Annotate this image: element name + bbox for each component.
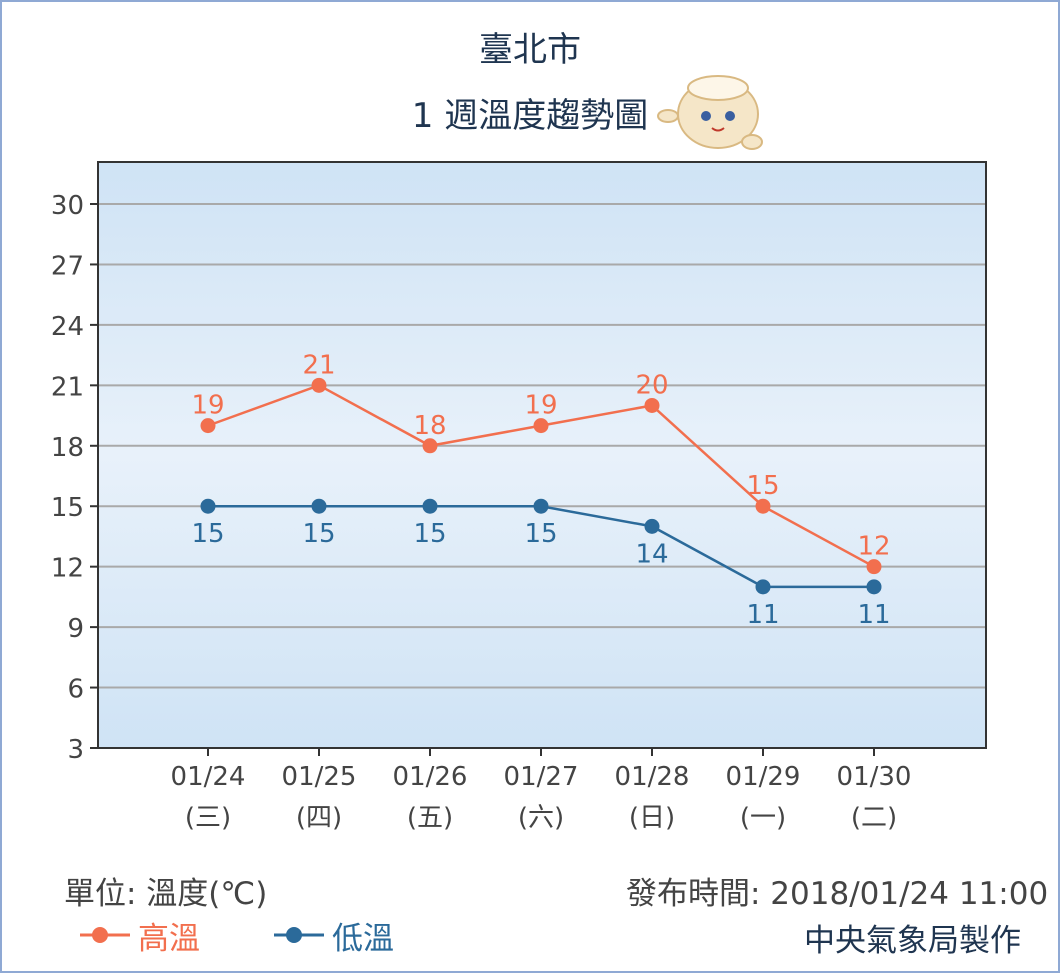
data-label-low: 15 (191, 519, 224, 549)
legend-low-marker-icon (274, 927, 324, 943)
data-label-high: 12 (857, 532, 890, 562)
x-tick-label: 01/26 (393, 762, 468, 792)
y-tick-label: 15 (51, 493, 84, 523)
data-point-low (866, 579, 882, 595)
x-weekday-label: (六) (518, 803, 564, 833)
x-tick-label: 01/27 (504, 762, 579, 792)
chart-title: 臺北市 (479, 30, 581, 70)
y-tick-label: 24 (51, 312, 84, 342)
x-weekday-label: (五) (407, 803, 453, 833)
data-point-high (200, 418, 216, 434)
legend-high-label: 高溫 (138, 920, 200, 957)
x-tick-label: 01/28 (615, 762, 690, 792)
data-label-high: 19 (191, 391, 224, 421)
legend-high-marker-icon (80, 927, 130, 943)
y-tick-label: 12 (51, 554, 84, 584)
data-label-low: 11 (857, 600, 890, 630)
data-label-low: 15 (413, 519, 446, 549)
legend-item-high: 高溫 (78, 914, 200, 957)
y-tick-label: 3 (67, 735, 84, 765)
data-point-high (866, 559, 882, 575)
data-point-low (422, 498, 438, 514)
data-label-low: 15 (524, 519, 557, 549)
temperature-chart: 3 6 9 12 15 18 21 24 27 30 01/24 (三) 01/25 (四) 01/26 (五… (51, 161, 987, 833)
x-weekday-label: (一) (740, 803, 786, 833)
unit-label: 單位: 溫度(℃) (64, 876, 268, 912)
legend-item-low: 低溫 (272, 914, 394, 957)
y-tick-label: 27 (51, 251, 84, 281)
y-tick-label: 30 (51, 191, 84, 221)
y-tick-label: 9 (67, 614, 84, 644)
data-point-low (311, 498, 327, 514)
data-label-low: 11 (746, 600, 779, 630)
data-point-high (311, 377, 327, 393)
x-tick-label: 01/30 (837, 762, 912, 792)
data-point-high (644, 397, 660, 413)
data-point-low (533, 498, 549, 514)
plot-border (97, 161, 987, 749)
data-label-high: 20 (635, 370, 668, 400)
x-weekday-label: (日) (629, 803, 675, 833)
data-label-low: 15 (302, 519, 335, 549)
x-tick-label: 01/24 (171, 762, 246, 792)
data-label-high: 15 (746, 471, 779, 501)
x-weekday-label: (三) (185, 803, 231, 833)
x-weekday-label: (二) (851, 803, 897, 833)
x-weekday-label: (四) (296, 803, 342, 833)
published-time: 發布時間: 2018/01/24 11:00 (626, 876, 1049, 912)
data-label-low: 14 (635, 539, 668, 569)
data-point-low (644, 518, 660, 534)
y-tick-label: 21 (51, 372, 84, 402)
data-point-low (755, 579, 771, 595)
mascot-icon (657, 75, 763, 150)
data-point-high (755, 498, 771, 514)
y-tick-label: 18 (51, 433, 84, 463)
legend-low-label: 低溫 (332, 920, 394, 957)
data-point-high (533, 418, 549, 434)
x-tick-label: 01/25 (282, 762, 357, 792)
data-label-high: 19 (524, 391, 557, 421)
data-point-high (422, 438, 438, 454)
data-label-high: 18 (413, 411, 446, 441)
y-tick-label: 6 (67, 675, 84, 705)
maker-credit: 中央氣象局製作 (804, 923, 1021, 959)
data-label-high: 21 (302, 350, 335, 380)
chart-subtitle: 1 週溫度趨勢圖 (411, 96, 649, 136)
x-tick-label: 01/29 (726, 762, 801, 792)
data-point-low (200, 498, 216, 514)
plot-area (98, 162, 986, 748)
